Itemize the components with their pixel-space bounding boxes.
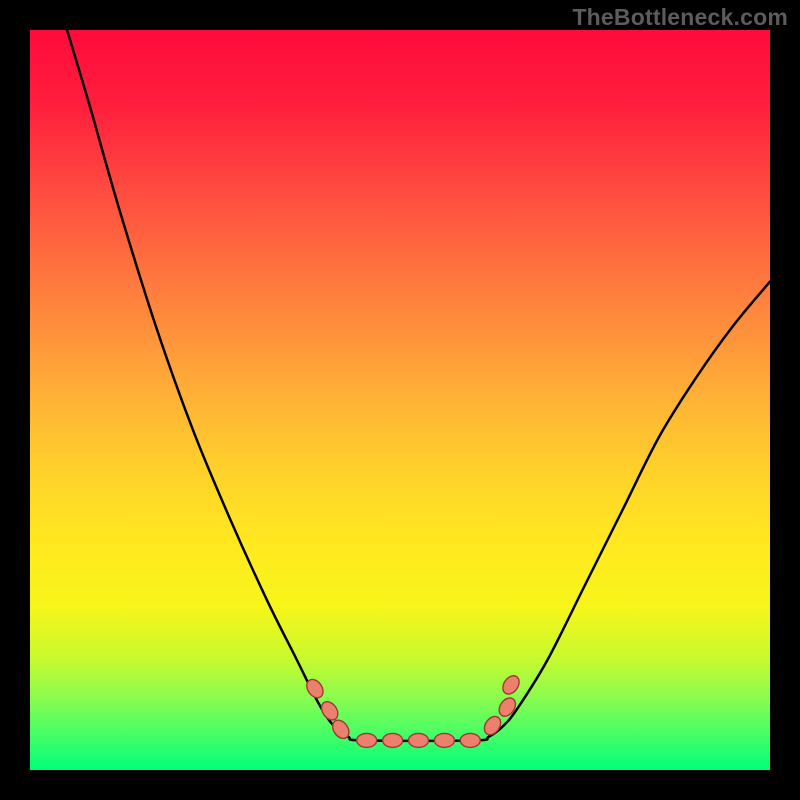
gradient-background [30, 30, 770, 770]
valley-marker [409, 733, 429, 747]
valley-marker [383, 733, 403, 747]
figure: TheBottleneck.com [0, 0, 800, 800]
valley-marker [460, 733, 480, 747]
bottleneck-chart [30, 30, 770, 770]
valley-marker [434, 733, 454, 747]
watermark-text: TheBottleneck.com [572, 4, 788, 31]
valley-marker [357, 733, 377, 747]
